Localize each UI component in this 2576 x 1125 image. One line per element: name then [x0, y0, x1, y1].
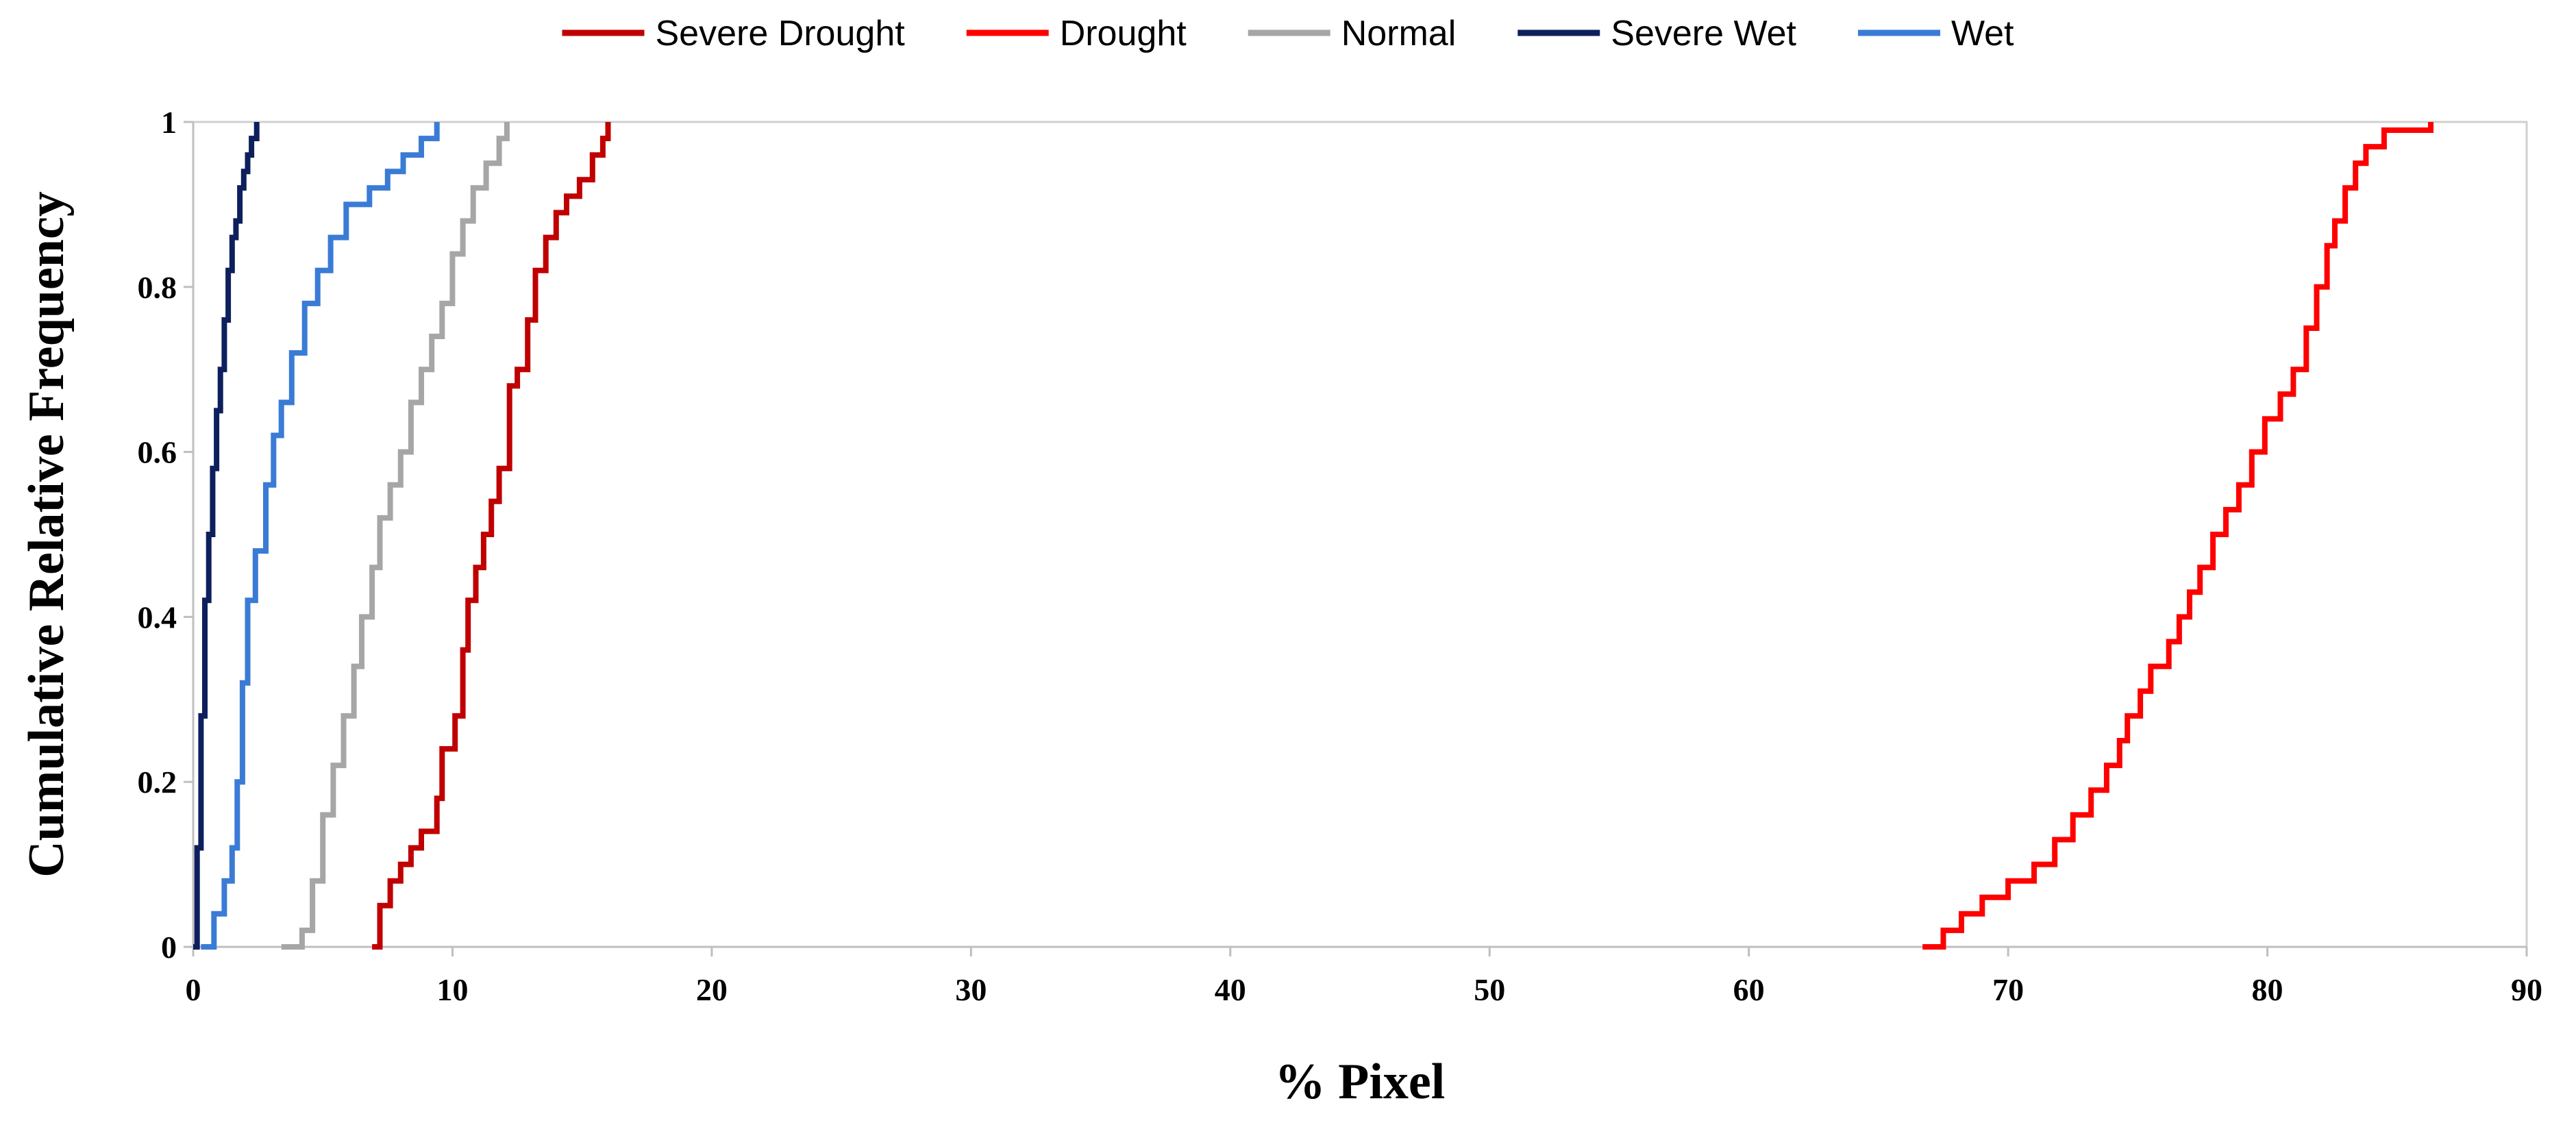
legend-item-severe-drought: Severe Drought — [562, 14, 905, 53]
series-line-normal — [281, 122, 510, 950]
legend: Severe Drought Drought Normal Severe Wet Wet — [562, 14, 2014, 53]
x-tick-label: 70 — [1992, 972, 2024, 1007]
x-tick-label: 20 — [696, 972, 728, 1007]
x-tick-label: 30 — [955, 972, 987, 1007]
x-tick-label: 0 — [186, 972, 201, 1007]
x-axis: 0 10 20 30 40 50 60 70 80 90 — [186, 945, 2542, 1007]
series-line-severe-wet — [193, 122, 260, 950]
x-tick-label: 90 — [2511, 972, 2542, 1007]
legend-label: Severe Wet — [1611, 14, 1796, 53]
legend-item-normal: Normal — [1248, 14, 1457, 53]
x-axis-title: % Pixel — [1275, 1054, 1446, 1110]
x-tick-label: 40 — [1215, 972, 1246, 1007]
legend-label: Severe Drought — [655, 14, 905, 53]
y-tick-label: 0 — [161, 930, 177, 965]
x-tick-label: 80 — [2252, 972, 2283, 1007]
y-axis-title: Cumulative Relative Frequency — [18, 191, 75, 878]
legend-label: Wet — [1951, 14, 2014, 53]
x-tick-label: 60 — [1733, 972, 1765, 1007]
series-line-drought — [1922, 122, 2433, 950]
y-tick-label: 0.8 — [138, 270, 177, 305]
x-tick-label: 10 — [436, 972, 468, 1007]
y-tick-label: 0.2 — [138, 765, 177, 800]
y-tick-label: 0.4 — [138, 599, 177, 634]
y-tick-label: 0.6 — [138, 435, 177, 470]
series-line-wet — [201, 122, 440, 950]
legend-label: Normal — [1341, 14, 1457, 53]
legend-item-severe-wet: Severe Wet — [1518, 14, 1797, 53]
y-axis: 0 0.2 0.4 0.6 0.8 1 — [138, 105, 195, 965]
series-layer — [193, 122, 2433, 950]
series-line-severe-drought — [372, 122, 611, 950]
legend-item-wet: Wet — [1857, 14, 2014, 53]
legend-label: Drought — [1060, 14, 1187, 53]
y-tick-label: 1 — [161, 105, 177, 140]
x-tick-label: 50 — [1474, 972, 1505, 1007]
legend-item-drought: Drought — [966, 14, 1187, 53]
